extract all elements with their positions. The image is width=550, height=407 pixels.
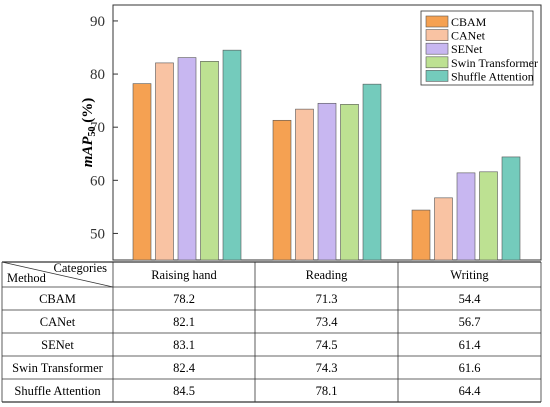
table-value-cell: 64.4 <box>459 384 482 398</box>
bar-cbam <box>411 209 431 261</box>
bar-canet <box>295 108 314 261</box>
legend-swatch <box>425 56 449 69</box>
table-value-cell: 74.5 <box>316 338 338 352</box>
table-value-cell: 61.4 <box>459 338 482 352</box>
table-method-cell: Swin Transformer <box>12 361 103 375</box>
table-header-cell: Raising hand <box>151 268 217 282</box>
bar-cbam <box>272 119 292 261</box>
table-value-cell: 84.5 <box>173 384 195 398</box>
y-tick-label: 90 <box>90 14 105 30</box>
table-corner-categories: Categories <box>54 261 108 275</box>
bar-swin-transformer <box>340 104 359 261</box>
table-header-cell: Writing <box>450 268 489 282</box>
table-method-cell: CBAM <box>39 292 76 306</box>
bar-swin-transformer <box>200 61 219 261</box>
y-axis-label: mAP50 (%) <box>80 98 98 168</box>
bar-canet <box>155 62 174 261</box>
y-tick-label: 50 <box>90 226 105 242</box>
bar-cbam <box>132 83 152 261</box>
legend-label: CBAM <box>451 15 487 29</box>
table-value-cell: 56.7 <box>459 315 481 329</box>
table-value-cell: 82.4 <box>173 361 196 375</box>
table-header-cell: Reading <box>306 268 348 282</box>
table-value-cell: 74.3 <box>316 361 338 375</box>
table-value-cell: 78.1 <box>316 384 338 398</box>
legend-swatch <box>425 29 449 41</box>
table-value-cell: 82.1 <box>173 315 195 329</box>
table-value-cell: 78.2 <box>173 292 195 306</box>
legend-label: SENet <box>451 42 483 56</box>
bar-senet <box>456 172 476 261</box>
legend-swatch <box>425 42 449 55</box>
bar-senet <box>317 102 337 261</box>
legend-swatch <box>425 15 449 28</box>
y-tick-label: 80 <box>90 67 105 83</box>
table-method-cell: Shuffle Attention <box>14 384 101 398</box>
table-value-cell: 71.3 <box>316 292 338 306</box>
table-value-cell: 61.6 <box>459 361 481 375</box>
table-method-cell: SENet <box>41 338 74 352</box>
legend-label: Swin Transformer <box>451 56 538 70</box>
table-corner-method: Method <box>7 271 47 285</box>
table-value-cell: 54.4 <box>459 292 482 306</box>
y-tick-label: 70 <box>90 120 105 136</box>
bar-swin-transformer <box>479 171 498 261</box>
plot-area: 50 60 70 80 90 mAP50 (%) <box>80 4 542 261</box>
bar-shuffle-attention <box>362 83 382 261</box>
table-value-cell: 83.1 <box>173 338 195 352</box>
bar-shuffle-attention <box>501 156 521 261</box>
bar-canet <box>434 197 453 261</box>
bar-senet <box>177 57 197 261</box>
table-value-cell: 73.4 <box>316 315 339 329</box>
table-method-cell: CANet <box>40 315 76 329</box>
y-tick-label: 60 <box>90 173 105 189</box>
legend-swatch <box>425 70 449 82</box>
legend-label: CANet <box>451 29 486 43</box>
data-table: Categories Method Raising hand Reading Writi… <box>1 261 542 403</box>
bar-shuffle-attention <box>222 49 242 261</box>
legend-label: Shuffle Attention <box>451 69 534 83</box>
table-corner-diagonal <box>1 261 114 288</box>
